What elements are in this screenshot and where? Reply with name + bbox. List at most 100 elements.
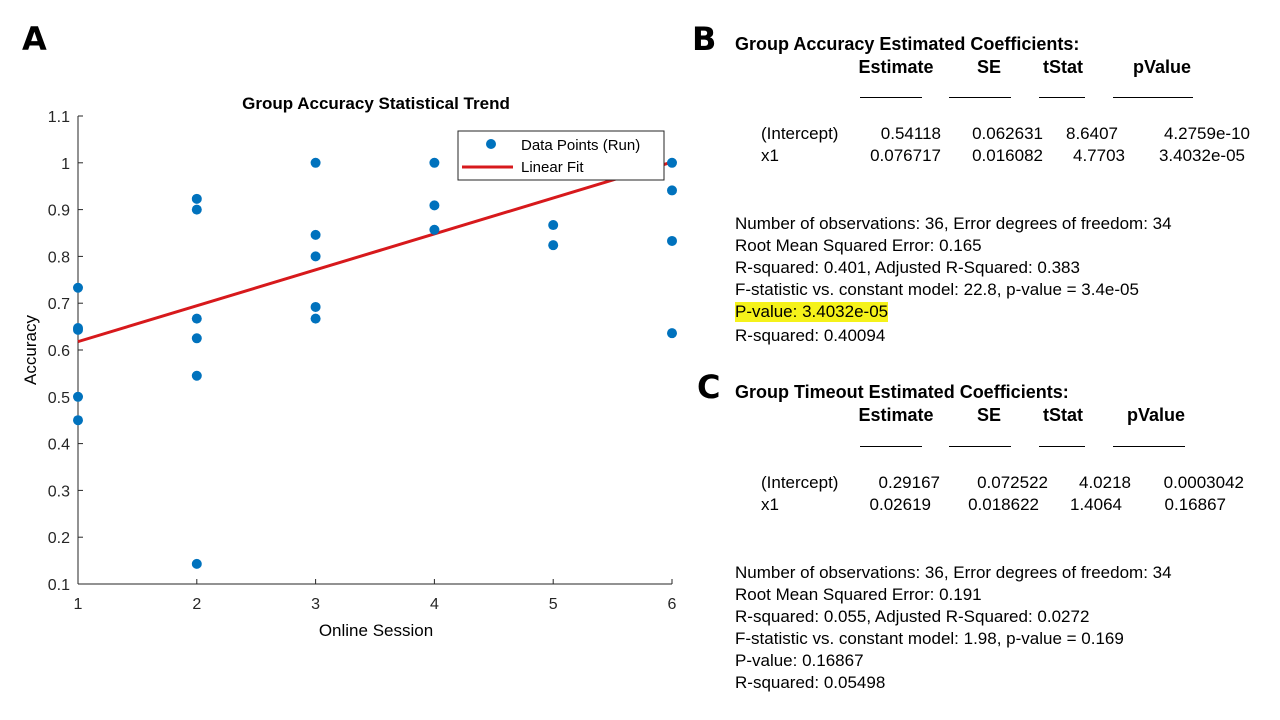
model-c-title: Group Timeout Estimated Coefficients: <box>735 382 1069 402</box>
model-c-row-intercept-pvalue: 0.0003042 <box>1163 473 1244 492</box>
model-b-row-intercept-se: 0.062631 <box>972 124 1043 143</box>
model-c-header-pvalue: pValue <box>1126 405 1186 425</box>
accuracy-scatter-chart: Group Accuracy Statistical Trend Accurac… <box>21 94 677 640</box>
model-c-row-intercept-tstat: 4.0218 <box>1079 473 1131 492</box>
y-tick-label: 0.4 <box>48 437 70 454</box>
legend-label-data-points: Data Points (Run) <box>521 137 640 154</box>
data-point <box>429 224 440 235</box>
y-axis-label: Accuracy <box>21 315 40 385</box>
model-b-row-x1-name: x1 <box>761 146 779 165</box>
model-b-header-estimate: Estimate <box>858 57 934 77</box>
model-c-row-x1-name: x1 <box>761 495 779 514</box>
linear-fit-line <box>77 160 673 344</box>
panel-label-a: A <box>22 20 47 58</box>
model-b-title: Group Accuracy Estimated Coefficients: <box>735 34 1080 54</box>
data-point <box>548 220 559 231</box>
model-b-row-intercept-tstat: 8.6407 <box>1066 124 1118 143</box>
y-tick-label: 0.9 <box>48 203 70 220</box>
model-c-rule <box>1039 446 1085 447</box>
model-b-observations: Number of observations: 36, Error degree… <box>735 214 1172 233</box>
model-c-fstatistic: F-statistic vs. constant model: 1.98, p-… <box>735 629 1124 648</box>
model-c-row-x1-pvalue: 0.16867 <box>1164 495 1226 514</box>
model-b-row-intercept-estimate: 0.54118 <box>880 124 941 143</box>
model-b-rule <box>1039 97 1085 98</box>
legend-marker-data-points <box>486 139 496 149</box>
data-point <box>73 324 83 335</box>
model-c-rmse: Root Mean Squared Error: 0.191 <box>735 585 982 604</box>
data-point <box>191 313 202 324</box>
legend-box <box>457 130 665 181</box>
data-point <box>191 204 202 215</box>
x-tick-label: 4 <box>430 596 439 613</box>
legend: Data Points (Run) Linear Fit <box>457 130 665 181</box>
data-point <box>667 328 677 339</box>
y-tick-label: 1.1 <box>48 109 70 126</box>
model-b-row-x1-tstat: 4.7703 <box>1073 146 1125 165</box>
model-c-header-tstat: tStat <box>1043 405 1083 425</box>
y-tick-label: 0.7 <box>48 296 70 313</box>
model-b-header-tstat: tStat <box>1043 57 1083 77</box>
model-b-row-intercept-pvalue: 4.2759e-10 <box>1163 124 1250 143</box>
x-tick-label: 6 <box>668 596 677 613</box>
x-tick-label: 1 <box>74 596 83 613</box>
data-point <box>429 200 440 211</box>
model-b-rsquared: R-squared: 0.401, Adjusted R-Squared: 0.… <box>735 258 1080 277</box>
model-c-row-intercept-estimate: 0.29167 <box>878 473 940 492</box>
data-point <box>667 235 677 246</box>
data-point <box>191 370 202 381</box>
model-b-pvalue-highlighted: P-value: 3.4032e-05 <box>735 302 889 322</box>
y-tick-label: 0.8 <box>48 249 70 266</box>
data-point <box>191 193 202 204</box>
data-point <box>73 282 83 293</box>
data-point <box>667 185 677 196</box>
data-point <box>667 157 677 168</box>
model-b-fstatistic: F-statistic vs. constant model: 22.8, p-… <box>735 280 1139 299</box>
model-b-header-se: SE <box>976 57 1001 77</box>
model-c-header-estimate: Estimate <box>858 405 934 425</box>
data-point <box>191 333 202 344</box>
panel-label-c: C <box>697 368 721 406</box>
y-tick-label: 0.6 <box>48 343 70 360</box>
data-point <box>310 313 321 324</box>
data-point <box>191 558 202 569</box>
model-c-row-intercept-se: 0.072522 <box>977 473 1048 492</box>
data-point <box>310 251 321 262</box>
model-b-rsquared-value: R-squared: 0.40094 <box>735 326 886 345</box>
model-c-row-x1-estimate: 0.02619 <box>869 495 931 514</box>
y-tick-label: 0.2 <box>48 530 70 547</box>
data-point <box>310 229 321 240</box>
model-b-row-x1-se: 0.016082 <box>972 146 1043 165</box>
model-b-header-pvalue: pValue <box>1132 57 1192 77</box>
model-c-rsquared: R-squared: 0.055, Adjusted R-Squared: 0.… <box>735 607 1090 626</box>
y-tick-label: 0.5 <box>48 390 70 407</box>
x-axis-label: Online Session <box>319 621 433 640</box>
model-b-rule <box>860 97 922 98</box>
y-tick-label: 0.3 <box>48 483 70 500</box>
y-tick-label: 1 <box>61 156 70 173</box>
model-c-row-x1-se: 0.018622 <box>968 495 1039 514</box>
model-c-rule <box>860 446 922 447</box>
model-b-row-x1-estimate: 0.076717 <box>870 146 941 165</box>
model-c-pvalue: P-value: 0.16867 <box>735 651 864 670</box>
data-point <box>73 391 83 402</box>
model-c-rule <box>949 446 1011 447</box>
model-b-rmse: Root Mean Squared Error: 0.165 <box>735 236 982 255</box>
data-point <box>73 415 83 426</box>
data-point <box>310 157 321 168</box>
x-tick-label: 5 <box>549 596 558 613</box>
panel-label-b: B <box>692 20 717 58</box>
model-c-header-se: SE <box>976 405 1001 425</box>
model-b-row-x1-pvalue: 3.4032e-05 <box>1158 146 1245 165</box>
data-point <box>429 157 440 168</box>
model-c-observations: Number of observations: 36, Error degree… <box>735 563 1172 582</box>
y-tick-label: 0.1 <box>48 577 70 594</box>
x-tick-label: 3 <box>311 596 320 613</box>
data-point <box>548 240 559 251</box>
model-b-rule <box>949 97 1011 98</box>
model-c-row-x1-tstat: 1.4064 <box>1070 495 1122 514</box>
model-c-rsquared-value: R-squared: 0.05498 <box>735 673 886 692</box>
data-point <box>310 301 321 312</box>
model-b-row-intercept-name: (Intercept) <box>761 124 839 143</box>
legend-label-linear-fit: Linear Fit <box>521 159 584 176</box>
model-b-rule <box>1113 97 1193 98</box>
